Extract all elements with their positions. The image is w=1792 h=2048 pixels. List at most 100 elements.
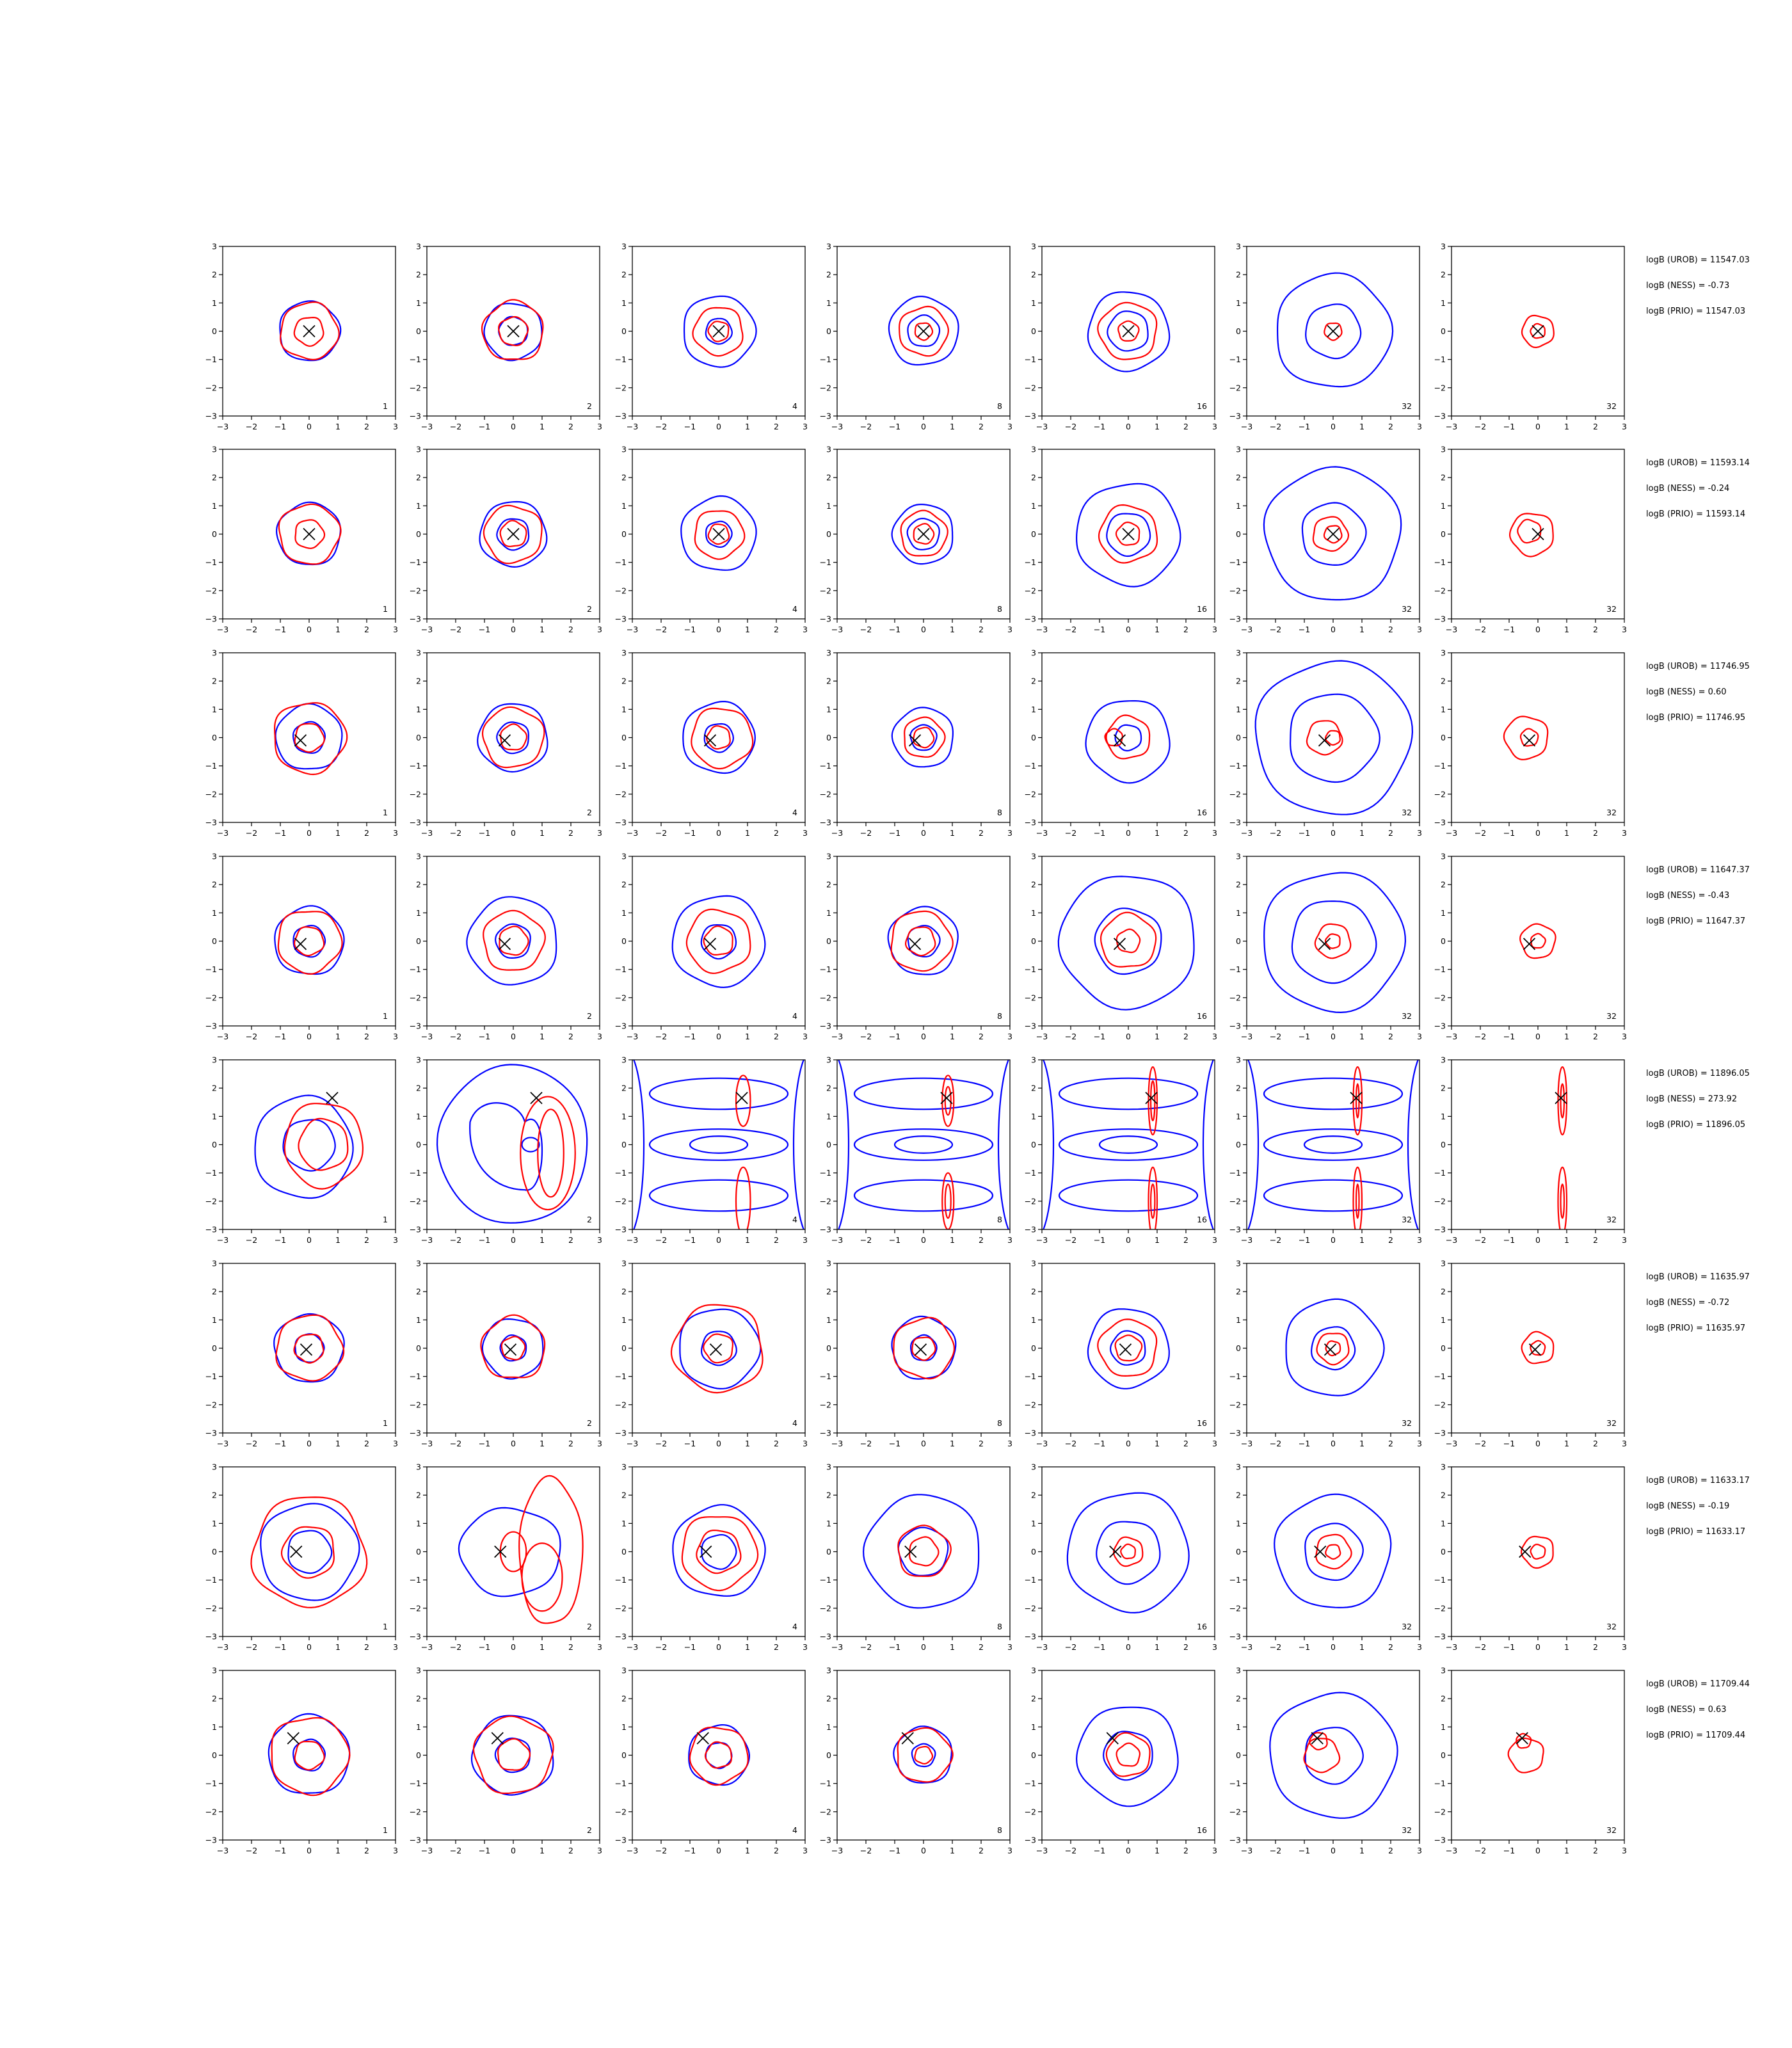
y-tick-label: −2 [1434, 789, 1446, 799]
x-tick-label: 0 [921, 1235, 926, 1245]
logb-annotation: logB (NESS) = -0.24 [1646, 484, 1730, 493]
y-tick-label: −2 [410, 1603, 421, 1613]
x-tick-label: 1 [1359, 1846, 1364, 1855]
y-tick-label: 1 [826, 501, 831, 511]
y-tick-label: 3 [212, 1462, 217, 1472]
y-tick-label: 0 [212, 1750, 217, 1760]
blue-contour [1407, 1060, 1419, 1229]
y-tick-label: 0 [826, 1547, 831, 1556]
y-tick-label: 0 [621, 1140, 627, 1149]
x-tick-label: −2 [246, 1032, 257, 1041]
y-tick-label: −3 [1025, 1428, 1036, 1438]
x-tick-label: 2 [568, 1642, 573, 1652]
axes-frame [222, 856, 396, 1027]
true-location-marker [300, 1343, 313, 1356]
axes-frame [1041, 1263, 1215, 1434]
y-tick-label: −3 [820, 818, 831, 828]
y-tick-label: −1 [1025, 1168, 1036, 1178]
red-contour [1530, 323, 1546, 339]
logb-annotation: logB (UROB) = 11647.37 [1646, 865, 1750, 875]
y-tick-label: −2 [410, 1196, 421, 1206]
y-tick-label: 1 [1441, 1315, 1446, 1325]
y-tick-label: 2 [1236, 1694, 1241, 1704]
x-tick-label: −1 [479, 828, 490, 838]
true-location-marker [507, 324, 520, 338]
subplot-r1-c2: −3−3 −2 −2 −1 −1 0 0 1 1 2 2 3 3 2 [410, 242, 602, 432]
axes-frame [1451, 1466, 1625, 1637]
blue-contour [1247, 1060, 1260, 1229]
axes-frame [1041, 1670, 1215, 1841]
x-tick-label: 2 [774, 1032, 779, 1041]
y-tick-label: 0 [621, 326, 627, 336]
y-tick-label: 2 [1236, 1084, 1241, 1093]
panel-count-label: 16 [1197, 1215, 1207, 1224]
axes-frame [632, 856, 806, 1027]
blue-contour [1274, 1493, 1392, 1608]
logb-annotation: logB (UROB) = 11709.44 [1646, 1679, 1750, 1689]
x-tick-label: −3 [1036, 1439, 1048, 1448]
plot-area [1263, 872, 1406, 1013]
subplot-r6-c7: −3−3 −2 −2 −1 −1 0 0 1 1 2 2 3 3 32 [1434, 1259, 1627, 1449]
y-tick-label: 2 [1031, 473, 1036, 483]
x-tick-label: −1 [1503, 1032, 1515, 1041]
x-tick-label: −3 [627, 422, 638, 431]
y-tick-label: 1 [416, 1722, 421, 1732]
blue-contour [1094, 908, 1162, 975]
true-location-marker [1311, 1732, 1324, 1745]
plot-area [1521, 1331, 1555, 1364]
y-tick-label: 1 [1236, 1519, 1241, 1528]
y-tick-label: −3 [820, 1225, 831, 1235]
panel-count-label: 2 [587, 604, 592, 614]
red-contour [1100, 911, 1157, 968]
y-tick-label: −1 [410, 1779, 421, 1788]
true-location-marker [491, 1732, 504, 1745]
x-tick-label: −2 [1065, 422, 1076, 431]
red-contour [483, 909, 546, 971]
x-tick-label: 0 [511, 1032, 516, 1041]
x-tick-label: −1 [1094, 1032, 1105, 1041]
subplot-r2-c7: −3−3 −2 −2 −1 −1 0 0 1 1 2 2 3 3 32 [1434, 445, 1627, 635]
plot-area [1509, 513, 1554, 557]
y-tick-label: 3 [1236, 242, 1241, 252]
y-tick-label: 1 [826, 908, 831, 918]
red-contour [1117, 320, 1140, 342]
y-tick-label: −1 [1434, 1372, 1446, 1381]
panel-count-label: 1 [383, 1215, 388, 1224]
y-tick-label: 2 [1441, 880, 1446, 890]
y-tick-label: −1 [205, 761, 217, 771]
y-tick-label: −3 [205, 1225, 217, 1235]
y-tick-label: −2 [1229, 1603, 1241, 1613]
plot-area [477, 703, 548, 773]
x-tick-label: −1 [275, 1439, 286, 1448]
x-tick-label: −3 [627, 1846, 638, 1855]
x-tick-label: 1 [1359, 1439, 1364, 1448]
blue-contour [907, 925, 941, 957]
x-tick-label: −2 [246, 625, 257, 634]
y-tick-label: −3 [205, 614, 217, 624]
blue-contour [1269, 1692, 1398, 1819]
plot-area [480, 1314, 546, 1380]
subplot-r7-c4: −3−3 −2 −2 −1 −1 0 0 1 1 2 2 3 3 8 [820, 1462, 1012, 1652]
true-location-marker [1122, 324, 1135, 338]
red-contour [521, 1542, 563, 1612]
x-tick-label: −3 [421, 422, 433, 431]
x-tick-label: 1 [1155, 1235, 1160, 1245]
y-tick-label: 1 [621, 298, 627, 308]
plot-area [1263, 466, 1402, 601]
x-tick-label: −3 [421, 828, 433, 838]
logb-annotation: logB (UROB) = 11633.17 [1646, 1476, 1750, 1485]
x-tick-label: −2 [1270, 1642, 1281, 1652]
y-tick-label: 3 [826, 1462, 831, 1472]
x-tick-label: 0 [1126, 422, 1131, 431]
panel-count-label: 32 [1606, 401, 1617, 411]
blue-contour [466, 896, 557, 986]
plot-area [888, 296, 959, 366]
y-tick-label: 1 [1031, 1315, 1036, 1325]
y-tick-label: −3 [1434, 1225, 1446, 1235]
x-tick-label: 2 [1183, 1439, 1188, 1448]
y-tick-label: 0 [416, 529, 421, 539]
logb-annotation: logB (PRIO) = 11633.17 [1646, 1527, 1746, 1537]
x-tick-label: 0 [307, 1642, 312, 1652]
y-tick-label: 2 [212, 1491, 217, 1500]
blue-contour [1057, 876, 1195, 1011]
